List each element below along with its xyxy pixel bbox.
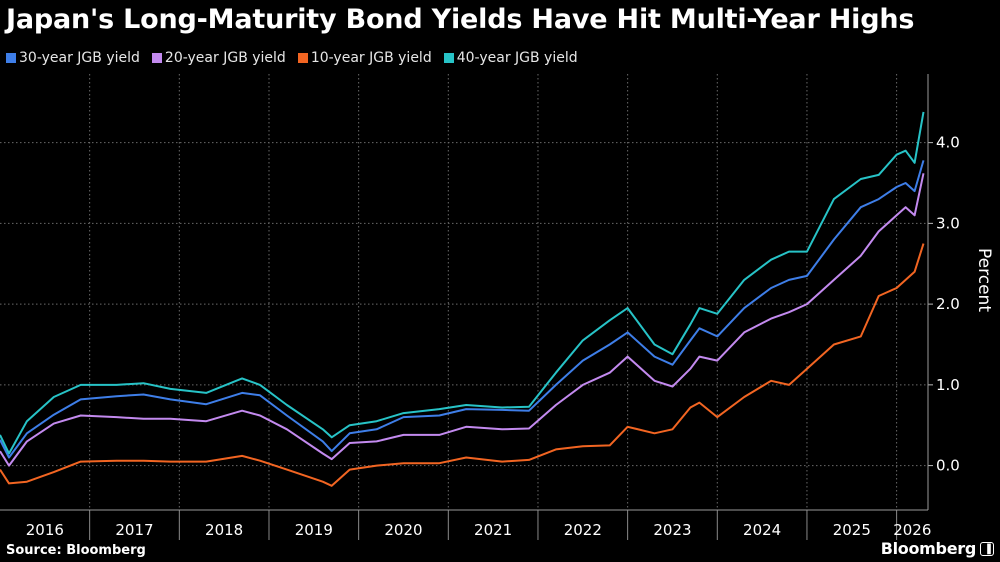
series-lines bbox=[0, 111, 925, 487]
legend-swatch-10y bbox=[297, 53, 308, 63]
legend-item-20y: 20-year JGB yield bbox=[151, 50, 286, 66]
source-note: Source: Bloomberg bbox=[6, 543, 146, 558]
y-tick-label: 2.0 bbox=[936, 295, 960, 313]
legend-swatch-30y bbox=[6, 53, 16, 63]
series-line-40-year bbox=[0, 111, 925, 455]
brand-name: Bloomberg bbox=[880, 539, 977, 558]
x-tick-label: 2020 bbox=[384, 521, 422, 539]
x-tick-label: 2018 bbox=[205, 521, 243, 539]
y-axis-label: Percent bbox=[974, 248, 994, 312]
axes: 0.0 1.0 2.0 3.0 4.0 2016 2017 2018 2019 2020 2021 2… bbox=[0, 74, 994, 540]
series-line-20-year bbox=[0, 173, 925, 467]
x-tick-label: 2023 bbox=[653, 521, 691, 539]
brand-logo: Bloomberg ▐ bbox=[881, 539, 994, 558]
x-tick-label: 2017 bbox=[115, 521, 153, 539]
grid-lines bbox=[0, 74, 928, 510]
y-tick-label: 3.0 bbox=[936, 214, 960, 232]
y-tick-label: 1.0 bbox=[936, 376, 960, 394]
series-line-10-year bbox=[0, 243, 925, 487]
x-tick-label: 2025 bbox=[833, 521, 871, 539]
chart-legend: 30-year JGB yield 20-year JGB yield 10-y… bbox=[6, 50, 578, 66]
x-tick-label: 2021 bbox=[474, 521, 512, 539]
y-tick-label: 0.0 bbox=[936, 457, 960, 475]
legend-label-30y: 30-year JGB yield bbox=[19, 50, 140, 66]
x-tick-label: 2022 bbox=[564, 521, 602, 539]
x-tick-label: 2024 bbox=[743, 521, 781, 539]
legend-swatch-20y bbox=[151, 53, 162, 63]
legend-label-10y: 10-year JGB yield bbox=[310, 50, 432, 66]
legend-item-40y: 40-year JGB yield bbox=[443, 50, 578, 66]
x-tick-label: 2026 bbox=[893, 521, 931, 539]
x-tick-label: 2019 bbox=[295, 521, 333, 539]
legend-label-40y: 40-year JGB yield bbox=[456, 50, 578, 66]
series-line-30-year bbox=[0, 160, 925, 459]
bar-chart-icon: ▐ bbox=[980, 541, 994, 556]
chart-title: Japan's Long-Maturity Bond Yields Have H… bbox=[6, 4, 915, 35]
legend-item-30y: 30-year JGB yield bbox=[6, 50, 140, 66]
legend-label-20y: 20-year JGB yield bbox=[164, 50, 286, 66]
legend-item-10y: 10-year JGB yield bbox=[297, 50, 432, 66]
legend-swatch-40y bbox=[443, 53, 454, 63]
x-tick-label: 2016 bbox=[26, 521, 64, 539]
y-tick-label: 4.0 bbox=[936, 134, 960, 152]
